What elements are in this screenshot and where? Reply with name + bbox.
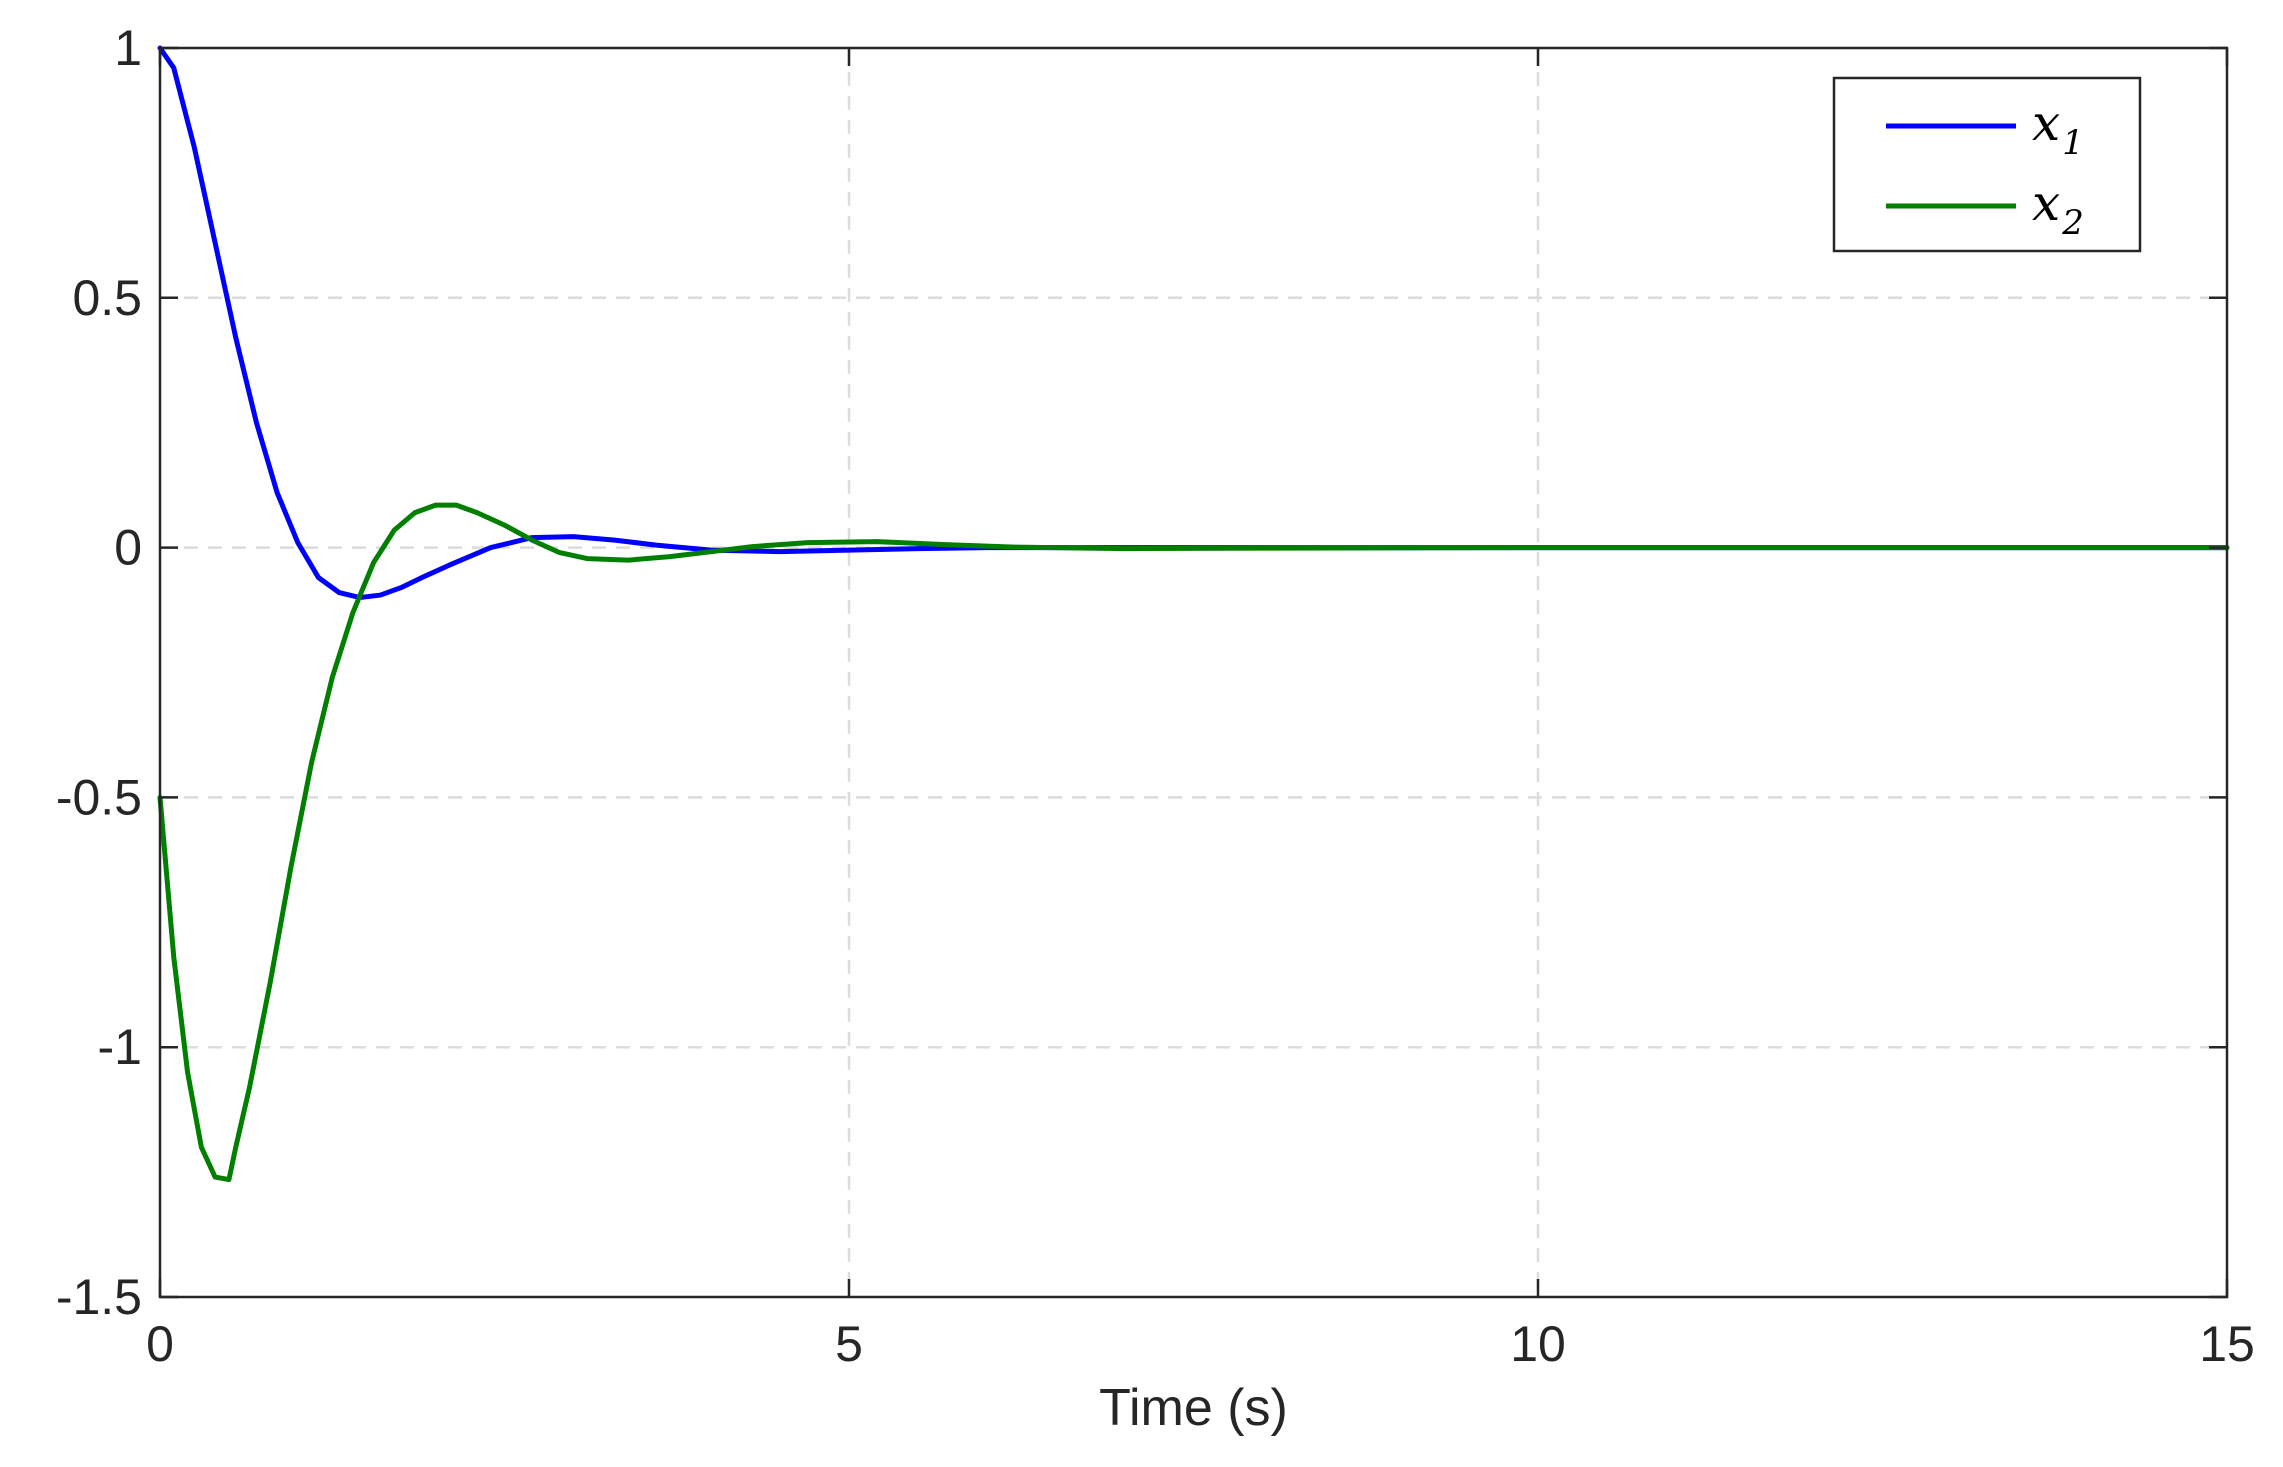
y-tick-label: -1.5	[56, 1269, 142, 1325]
x-tick-label: 0	[146, 1316, 174, 1372]
y-tick-label: 0.5	[72, 270, 142, 326]
plot-frame	[158, 46, 2229, 1299]
legend-label-x1: x1	[2032, 94, 2084, 163]
x-tick-label: 5	[835, 1316, 863, 1372]
x-axis-label: Time (s)	[1099, 1379, 1288, 1437]
series-layer	[157, 45, 2230, 1183]
legend-label-subscript: 2	[2061, 203, 2084, 243]
x-tick-label: 10	[1510, 1316, 1566, 1372]
legend-label-main: x	[2032, 94, 2060, 152]
legend-label-x2: x2	[2032, 174, 2084, 243]
y-tick-label: 0	[114, 520, 142, 576]
y-tick-label: 1	[114, 20, 142, 76]
tick-labels: 0 5 10 15 -1.5 -1 -0.5 0 0.5 1	[56, 20, 2255, 1372]
legend-label-subscript: 1	[2062, 123, 2084, 163]
y-tick-label: -1	[98, 1019, 142, 1075]
axes	[158, 46, 2229, 1299]
legend-box	[1832, 76, 2142, 253]
x-tick-label: 15	[2199, 1316, 2255, 1372]
y-tick-label: -0.5	[56, 769, 142, 825]
series-line-x2	[157, 502, 2230, 1183]
legend-label-main: x	[2032, 174, 2060, 232]
